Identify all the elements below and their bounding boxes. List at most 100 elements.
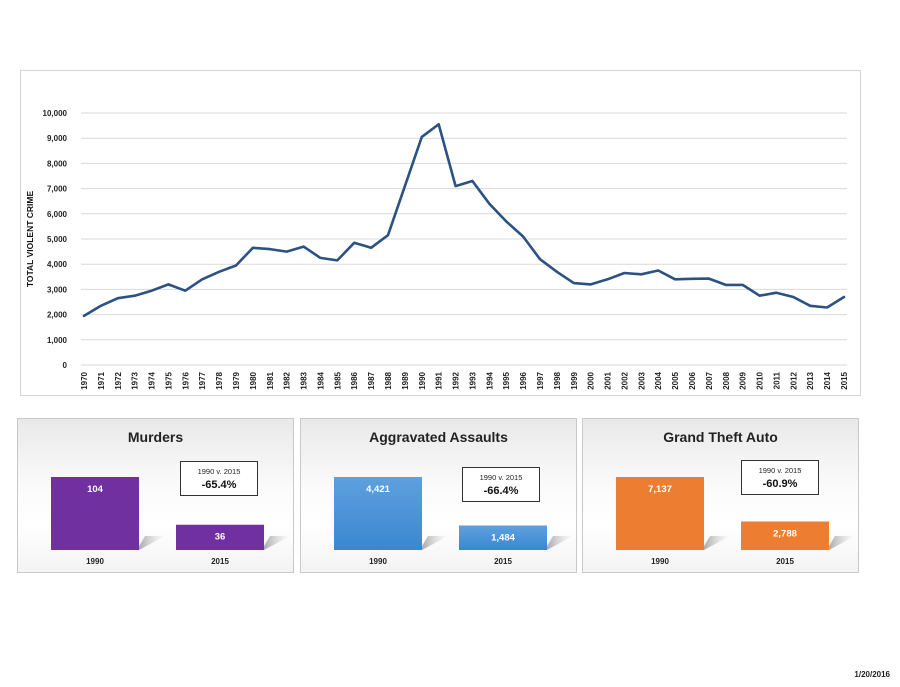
x-tick-label: 1983 <box>300 371 309 389</box>
x-tick-label: 2009 <box>739 371 748 389</box>
bar-value-label: 4,421 <box>366 484 390 495</box>
x-tick-label: 1977 <box>198 371 207 389</box>
x-tick-label: 1971 <box>97 371 106 389</box>
bar-shadow <box>422 536 448 550</box>
murders-bar-chart: 104 1990 36 2015 <box>51 477 290 566</box>
y-axis-title: TOTAL VIOLENT CRIME <box>25 191 35 288</box>
x-tick-label: 1981 <box>266 371 275 389</box>
date-stamp: 1/20/2016 <box>854 670 890 679</box>
x-tick-label: 1987 <box>367 371 376 389</box>
bar-shadow <box>547 536 573 550</box>
x-tick-label: 1993 <box>468 371 477 389</box>
x-tick-label: 1997 <box>536 371 545 389</box>
x-tick-label: 2014 <box>823 371 832 389</box>
y-tick-label: 6,000 <box>47 210 68 219</box>
x-tick-label: 1980 <box>249 371 258 389</box>
x-tick-label: 1982 <box>283 371 292 389</box>
bar <box>51 477 139 550</box>
aggravated-assaults-bar-chart: 4,421 1990 1,484 2015 <box>334 477 573 566</box>
y-tick-label: 1,000 <box>47 336 68 345</box>
bar <box>741 521 829 550</box>
x-tick-label: 1970 <box>80 371 89 389</box>
aggravated-assaults-title: Aggravated Assaults <box>369 429 508 445</box>
y-tick-label: 2,000 <box>47 311 68 320</box>
murders-card: 104 1990 36 2015 Murders 1990 v. 2015 -65.4… <box>17 418 294 573</box>
aggravated-assaults-comparison-value: -66.4% <box>483 485 519 497</box>
bar-shadow <box>829 536 855 550</box>
murders-comparison-box: 1990 v. 2015 -65.4% <box>180 461 258 496</box>
bar-shadow <box>139 536 165 550</box>
y-tick-label: 5,000 <box>47 235 68 244</box>
x-tick-label: 1986 <box>350 371 359 389</box>
bar <box>459 525 547 550</box>
aggravated-assaults-comparison-box: 1990 v. 2015 -66.4% <box>462 467 540 502</box>
bar-value-label: 36 <box>215 532 226 543</box>
grand-theft-auto-comparison-label: 1990 v. 2015 <box>758 466 802 475</box>
x-tick-label: 1975 <box>164 371 173 389</box>
y-tick-label: 4,000 <box>47 260 68 269</box>
x-tick-label: 2012 <box>789 371 798 389</box>
bar-category-label: 2015 <box>494 557 512 566</box>
bar-category-label: 2015 <box>776 557 794 566</box>
bar-value-label: 104 <box>87 484 104 495</box>
x-tick-label: 1978 <box>215 371 224 389</box>
x-tick-label: 1984 <box>316 371 325 389</box>
aggravated-assaults-comparison-label: 1990 v. 2015 <box>479 473 523 482</box>
x-tick-label: 2002 <box>620 371 629 389</box>
x-tick-label: 1990 <box>418 371 427 389</box>
murders-comparison-label: 1990 v. 2015 <box>197 467 241 476</box>
x-tick-label: 1979 <box>232 371 241 389</box>
bar-category-label: 1990 <box>369 557 387 566</box>
bar <box>616 477 704 550</box>
y-tick-label: 9,000 <box>47 134 68 143</box>
bar-category-label: 1990 <box>651 557 669 566</box>
y-tick-label: 3,000 <box>47 285 68 294</box>
x-tick-label: 1995 <box>502 371 511 389</box>
x-tick-label: 2007 <box>705 371 714 389</box>
total-violent-crime-chart: 0 1,000 2,000 3,000 4,000 5,000 6,000 7,000 8,00… <box>20 70 861 396</box>
x-tick-label: 2005 <box>671 371 680 389</box>
x-tick-label: 2015 <box>840 371 849 389</box>
x-tick-label: 1994 <box>485 371 494 389</box>
x-tick-label: 1989 <box>401 371 410 389</box>
bar-shadow <box>264 536 290 550</box>
bar-category-label: 2015 <box>211 557 229 566</box>
bar-value-label: 7,137 <box>648 484 672 495</box>
x-tick-label: 2003 <box>637 371 646 389</box>
bar-value-label: 1,484 <box>491 532 515 543</box>
bar-category-label: 1990 <box>86 557 104 566</box>
grand-theft-auto-card: 7,137 1990 2,788 2015 Grand Theft Auto 1990… <box>582 418 859 573</box>
series-line <box>82 122 846 318</box>
grand-theft-auto-bar-chart: 7,137 1990 2,788 2015 <box>616 477 855 566</box>
x-tick-label: 2011 <box>772 371 781 389</box>
x-tick-label: 1973 <box>131 371 140 389</box>
bar <box>334 477 422 550</box>
y-tick-label: 0 <box>63 361 68 370</box>
bar-value-label: 2,788 <box>773 528 797 539</box>
murders-comparison-value: -65.4% <box>201 479 237 491</box>
y-tick-label: 8,000 <box>47 159 68 168</box>
x-tick-label: 1996 <box>519 371 528 389</box>
x-tick-label: 1991 <box>435 371 444 389</box>
grand-theft-auto-title: Grand Theft Auto <box>663 429 778 445</box>
x-tick-label: 1974 <box>148 371 157 389</box>
x-tick-label: 1992 <box>452 371 461 389</box>
murders-title: Murders <box>127 429 184 445</box>
bar <box>176 524 264 550</box>
y-tick-label: 7,000 <box>47 185 68 194</box>
x-tick-label: 2000 <box>587 371 596 389</box>
grand-theft-auto-comparison-value: -60.9% <box>762 478 798 490</box>
x-tick-label: 2004 <box>654 371 663 389</box>
x-tick-label: 1998 <box>553 371 562 389</box>
grand-theft-auto-comparison-box: 1990 v. 2015 -60.9% <box>741 460 819 495</box>
x-tick-label: 2013 <box>806 371 815 389</box>
x-tick-label: 2010 <box>756 371 765 389</box>
x-tick-label: 1976 <box>181 371 190 389</box>
x-tick-label: 1985 <box>333 371 342 389</box>
y-tick-label: 10,000 <box>43 109 68 118</box>
x-tick-label: 1999 <box>570 371 579 389</box>
x-tick-label: 2008 <box>722 371 731 389</box>
line-chart-svg: 0 1,000 2,000 3,000 4,000 5,000 6,000 7,000 8,00… <box>25 109 849 390</box>
x-tick-label: 2001 <box>604 371 613 389</box>
x-tick-label: 1972 <box>114 371 123 389</box>
